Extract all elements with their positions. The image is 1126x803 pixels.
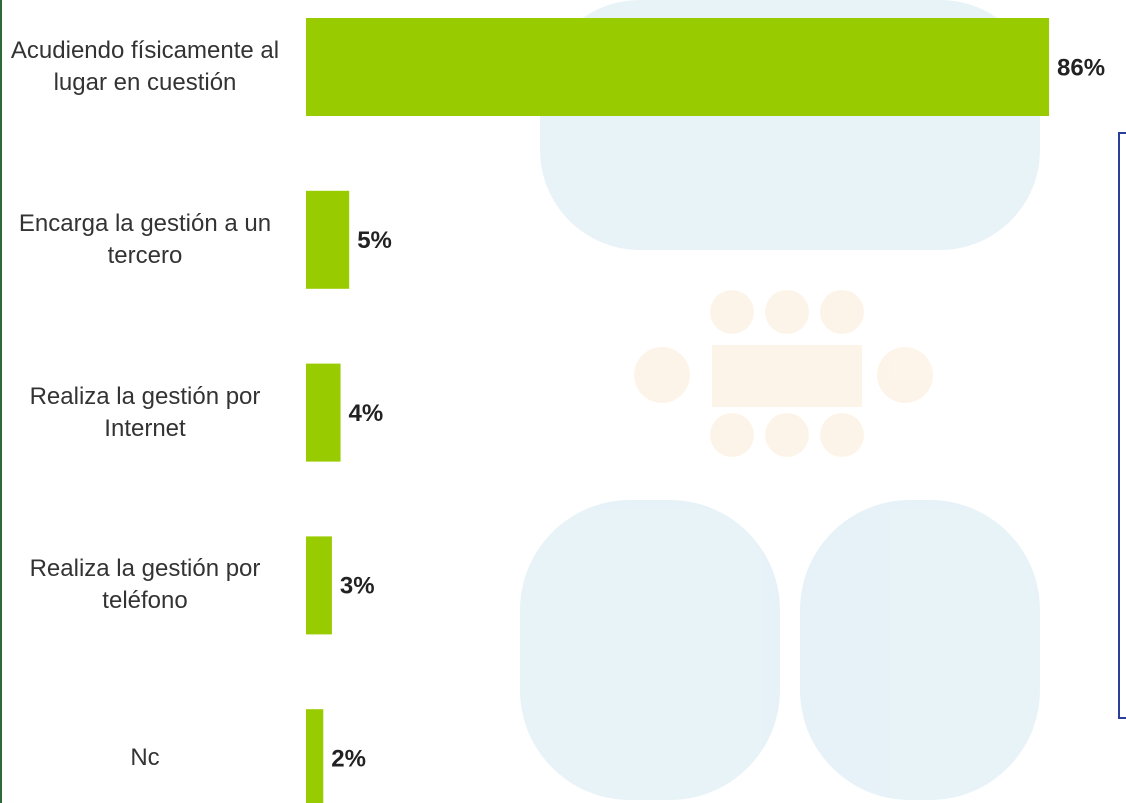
value-label: 5%: [357, 227, 392, 254]
category-label: Realiza la gestión por Internet: [29, 382, 261, 442]
value-label: 3%: [340, 573, 375, 600]
category-label: Realiza la gestión por teléfono: [29, 555, 261, 615]
watermark-shape: [710, 290, 754, 334]
watermark-shape: [765, 413, 809, 457]
value-label: 4%: [349, 400, 384, 427]
watermark-shape: [877, 347, 933, 403]
watermark-shape: [820, 413, 864, 457]
watermark: [520, 0, 1040, 800]
watermark-shape: [710, 413, 754, 457]
bar: [306, 536, 332, 635]
category-label: Encarga la gestión a un tercero: [18, 209, 272, 269]
value-label: 86%: [1057, 54, 1105, 81]
bar: [306, 363, 341, 462]
bar: [306, 709, 324, 803]
value-label: 2%: [331, 746, 366, 773]
watermark-shape: [765, 290, 809, 334]
watermark-shape: [800, 500, 1040, 800]
watermark-shape: [520, 500, 780, 800]
bar: [306, 190, 350, 289]
watermark-shape: [820, 290, 864, 334]
category-label: Nc: [130, 744, 160, 772]
watermark-shape: [634, 347, 690, 403]
category-label: Acudiendo físicamente al lugar en cuesti…: [10, 37, 280, 96]
watermark-shape: [712, 345, 862, 407]
side-box: [1118, 132, 1126, 719]
bar: [306, 18, 1050, 116]
